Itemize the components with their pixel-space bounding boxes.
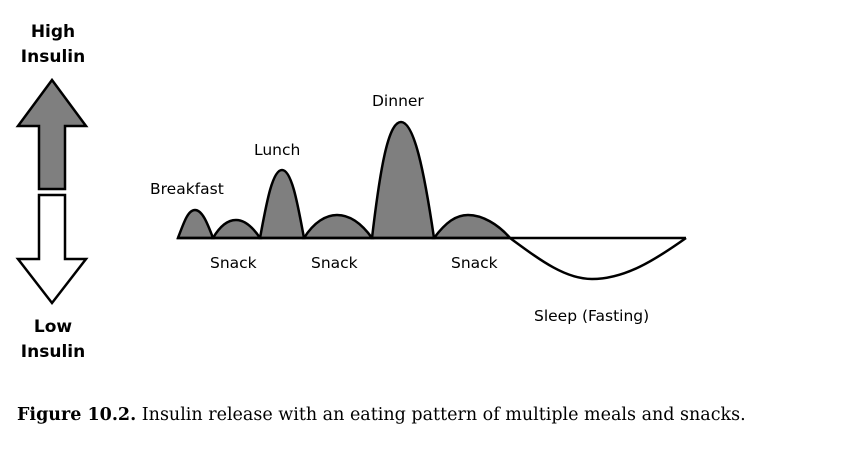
dinner-label: Dinner	[372, 92, 424, 110]
breakfast-peak	[176, 208, 215, 240]
figure-number: Figure 10.2.	[17, 405, 137, 425]
figure-caption: Figure 10.2. Insulin release with an eat…	[17, 402, 746, 428]
high-insulin-label: High Insulin	[0, 20, 108, 70]
sleep-fasting-label: Sleep (Fasting)	[534, 307, 650, 325]
lunch-label: Lunch	[254, 141, 301, 159]
up-arrow-icon	[15, 77, 89, 191]
breakfast-label: Breakfast	[150, 180, 224, 198]
sleep-dip	[509, 236, 687, 281]
snack-2-peak	[301, 213, 375, 240]
high-insulin-line-1: High	[30, 22, 76, 42]
dinner-peak	[370, 120, 436, 240]
low-insulin-label: Low Insulin	[0, 315, 108, 365]
high-insulin-line-2: Insulin	[20, 47, 86, 67]
down-arrow-icon	[15, 193, 89, 306]
snack-label-1: Snack	[210, 254, 257, 272]
caption-text: Insulin release with an eating pattern o…	[136, 405, 746, 425]
snack-label-3: Snack	[451, 254, 498, 272]
snack-3-peak	[431, 213, 513, 240]
low-insulin-line-1: Low	[33, 317, 73, 337]
snack-1-peak	[210, 218, 263, 240]
lunch-peak	[258, 168, 306, 240]
low-insulin-line-2: Insulin	[20, 342, 86, 362]
snack-label-2: Snack	[311, 254, 358, 272]
